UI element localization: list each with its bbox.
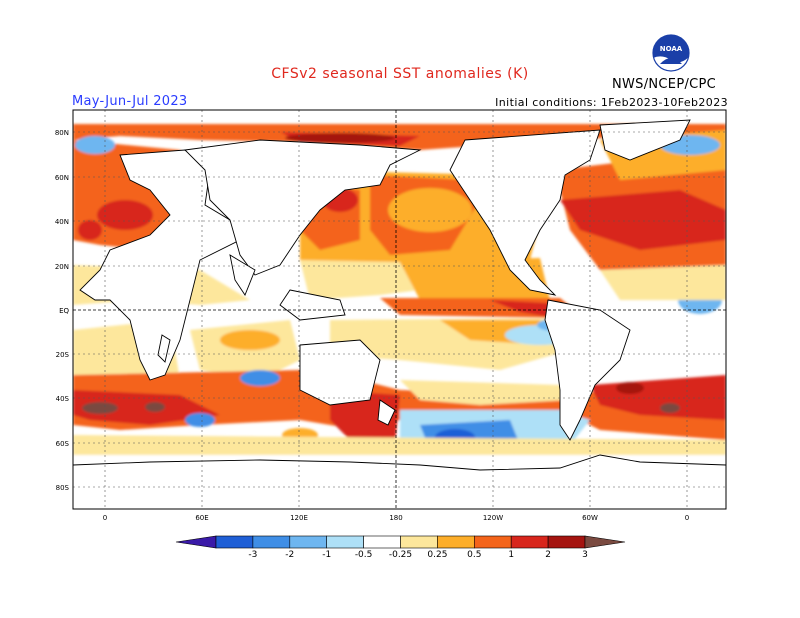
logo-text: NOAA [660, 45, 683, 53]
colorbar-tick-label: -0.5 [355, 550, 373, 560]
colorbar-box [252, 535, 291, 549]
lat-label-eq: EQ [59, 307, 69, 315]
lat-label-60n: 60N [55, 174, 69, 182]
agency-label: NWS/NCEP/CPC [612, 77, 717, 92]
colorbar-box [473, 535, 512, 549]
colorbar-box [363, 535, 401, 549]
lon-label-120w: 120W [483, 514, 503, 522]
colorbar-box [289, 535, 327, 549]
colorbar-min-arrow [175, 535, 217, 549]
season-label: May-Jun-Jul 2023 [72, 94, 188, 109]
colorbar-tick-label: 2 [545, 550, 551, 560]
colorbar-box [437, 535, 475, 549]
lat-label-40n: 40N [55, 218, 69, 226]
map-title: CFSv2 seasonal SST anomalies (K) [271, 66, 529, 82]
lat-label-80n: 80N [55, 129, 69, 137]
lon-labels: 0 60E 120E 180 120W 60W 0 [103, 514, 689, 522]
colorbar-tick-label: -3 [248, 550, 257, 560]
colorbar-tick-label: 0.25 [427, 550, 447, 560]
colorbar-tick-label: 1 [508, 550, 514, 560]
equator-dateline [73, 110, 726, 509]
colorbar-box [547, 535, 586, 549]
lat-labels: 80N 60N 40N 20N EQ 20S 40S 60S 80S [55, 129, 70, 492]
lat-label-20s: 20S [56, 351, 70, 359]
lon-label-60e: 60E [195, 514, 208, 522]
anomaly-fill [73, 124, 726, 509]
gridlines [73, 110, 726, 509]
colorbar-tick-label: 0.5 [467, 550, 481, 560]
colorbar-tick-label: 3 [582, 550, 588, 560]
colorbar-tick-label: -2 [285, 550, 294, 560]
colorbar-box [400, 535, 438, 549]
colorbar-box [326, 535, 364, 549]
colorbar: -3 -2 -1 -0.5 -0.25 0.25 0.5 1 2 3 [175, 535, 626, 560]
lat-label-20n: 20N [55, 263, 69, 271]
map-field [73, 119, 726, 509]
colorbar-box [215, 535, 254, 549]
lon-label-180: 180 [389, 514, 402, 522]
lon-label-0: 0 [103, 514, 107, 522]
lat-label-40s: 40S [56, 395, 70, 403]
colorbar-tick-label: -1 [322, 550, 331, 560]
map-frame [72, 109, 727, 510]
lat-label-60s: 60S [56, 440, 70, 448]
lon-label-60w: 60W [582, 514, 598, 522]
initial-conditions-label: Initial conditions: 1Feb2023-10Feb2023 [495, 96, 728, 109]
colorbar-box [510, 535, 549, 549]
lat-label-80s: 80S [56, 484, 70, 492]
lon-label-120e: 120E [290, 514, 308, 522]
lon-label-0-east: 0 [685, 514, 689, 522]
noaa-logo-icon: NOAA [652, 34, 690, 72]
land [73, 119, 726, 509]
colorbar-tick-label: -0.25 [389, 550, 412, 560]
colorbar-max-arrow [584, 535, 626, 549]
